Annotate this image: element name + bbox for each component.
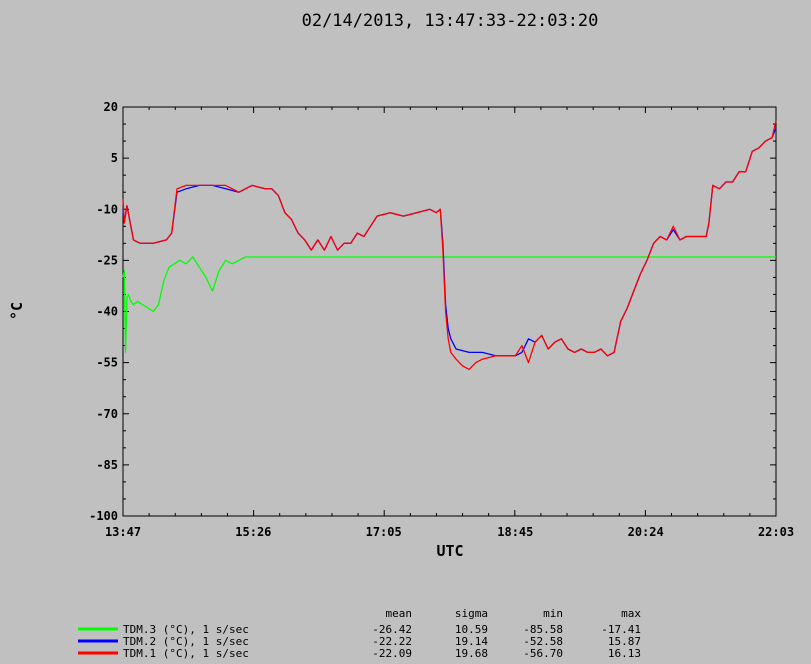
stats-header-mean: mean [386, 607, 413, 620]
x-axis-label: UTC [436, 542, 463, 560]
x-tick-label: 20:24 [628, 525, 664, 539]
legend-stat-value: 19.68 [455, 647, 488, 660]
legend-label: TDM.2 (°C), 1 s/sec [123, 635, 249, 648]
legend: TDM.3 (°C), 1 s/sec -26.42 10.59 -85.58 -17.… [78, 623, 641, 660]
x-tick-label: 13:47 [105, 525, 141, 539]
series-line-2 [122, 127, 777, 357]
y-tick-label: -40 [96, 305, 118, 319]
legend-stat-value: -56.70 [523, 647, 563, 660]
y-tick-label: -55 [96, 356, 118, 370]
y-axis-label: °C [8, 302, 26, 320]
stats-header-min: min [543, 607, 563, 620]
y-tick-label: -70 [96, 407, 118, 421]
y-tick-label: -85 [96, 458, 118, 472]
x-tick-label: 17:05 [366, 525, 402, 539]
legend-label: TDM.3 (°C), 1 s/sec [123, 623, 249, 636]
y-axis: 20 5 -10 -25 -40 -55 -70 -85 -100 [89, 100, 776, 523]
legend-stat-value: 16.13 [608, 647, 641, 660]
y-tick-label: 20 [104, 100, 118, 114]
x-axis: 13:47 15:26 17:05 18:45 20:24 22:03 [105, 107, 794, 539]
legend-stat-value: -22.09 [372, 647, 412, 660]
stats-headers: mean sigma min max [386, 607, 642, 620]
legend-label: TDM.1 (°C), 1 s/sec [123, 647, 249, 660]
series-line-1 [122, 256, 776, 354]
stats-header-sigma: sigma [455, 607, 488, 620]
x-tick-label: 15:26 [235, 525, 271, 539]
legend-stat-value: 15.87 [608, 635, 641, 648]
y-tick-label: -25 [96, 253, 118, 267]
y-tick-label: 5 [111, 151, 118, 165]
series-layer [122, 120, 777, 371]
plot-frame [122, 106, 777, 517]
stats-header-max: max [621, 607, 641, 620]
legend-stat-value: 19.14 [455, 635, 488, 648]
legend-stat-value: -26.42 [372, 623, 412, 636]
y-tick-label: -10 [96, 202, 118, 216]
x-tick-label: 18:45 [497, 525, 533, 539]
legend-stat-value: -22.22 [372, 635, 412, 648]
chart-title: 02/14/2013, 13:47:33-22:03:20 [302, 11, 599, 31]
legend-stat-value: -85.58 [523, 623, 563, 636]
legend-stat-value: -52.58 [523, 635, 563, 648]
legend-stat-value: 10.59 [455, 623, 488, 636]
legend-stat-value: -17.41 [601, 623, 641, 636]
y-tick-label: -100 [89, 509, 118, 523]
series-line-3 [122, 120, 777, 371]
x-tick-label: 22:03 [758, 525, 794, 539]
